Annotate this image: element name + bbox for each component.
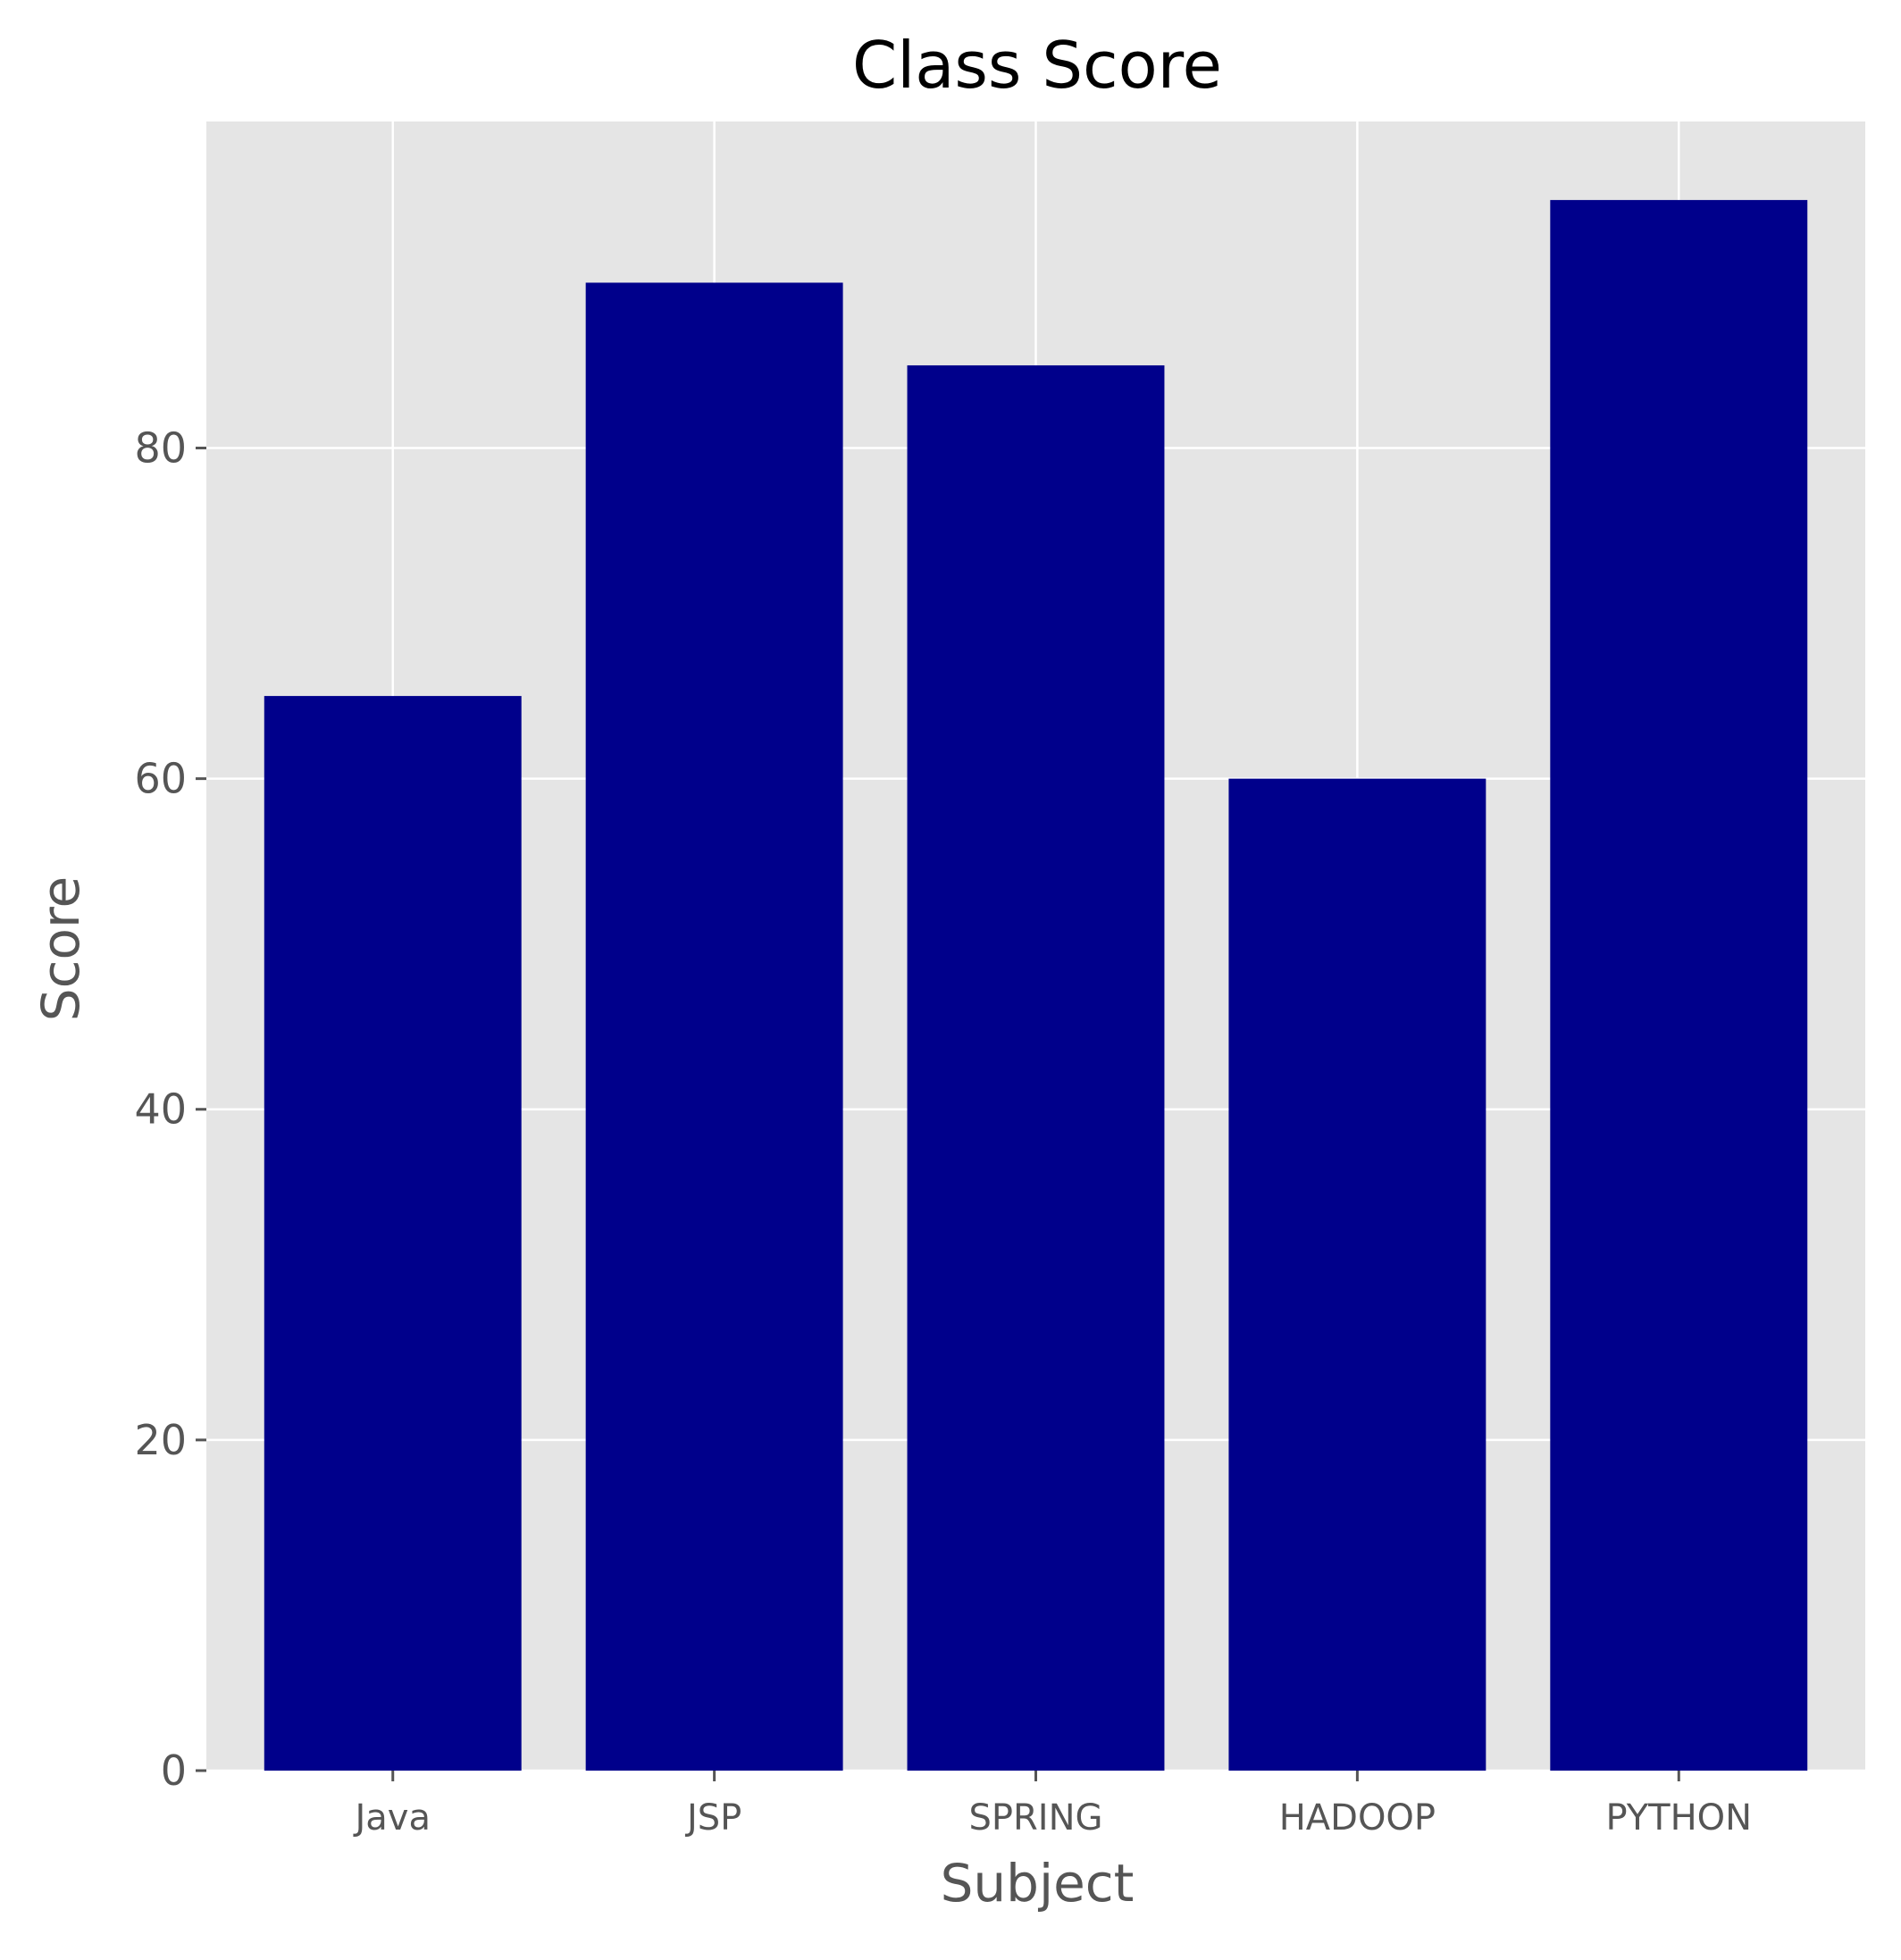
x-tick-label: JSP — [684, 1797, 741, 1839]
y-tick-label: 0 — [161, 1746, 187, 1795]
bar-spring — [907, 364, 1165, 1771]
y-tick-label: 80 — [134, 423, 187, 472]
bar-hadoop — [1228, 778, 1486, 1772]
y-tick-label: 20 — [134, 1416, 187, 1464]
x-axis-label: Subject — [941, 1853, 1135, 1914]
chart-title: Class Score — [852, 28, 1222, 103]
bar-java — [264, 696, 522, 1771]
bar-python — [1550, 199, 1808, 1771]
x-tick-label: SPRING — [968, 1797, 1102, 1839]
y-tick-label: 60 — [134, 755, 187, 803]
bar-jsp — [585, 282, 843, 1772]
y-axis-label: Score — [30, 876, 91, 1021]
x-tick-label: HADOOP — [1279, 1797, 1436, 1839]
y-tick-label: 40 — [134, 1085, 187, 1134]
x-tick-label: PYTHON — [1605, 1797, 1752, 1839]
x-tick-label: Java — [352, 1797, 431, 1839]
